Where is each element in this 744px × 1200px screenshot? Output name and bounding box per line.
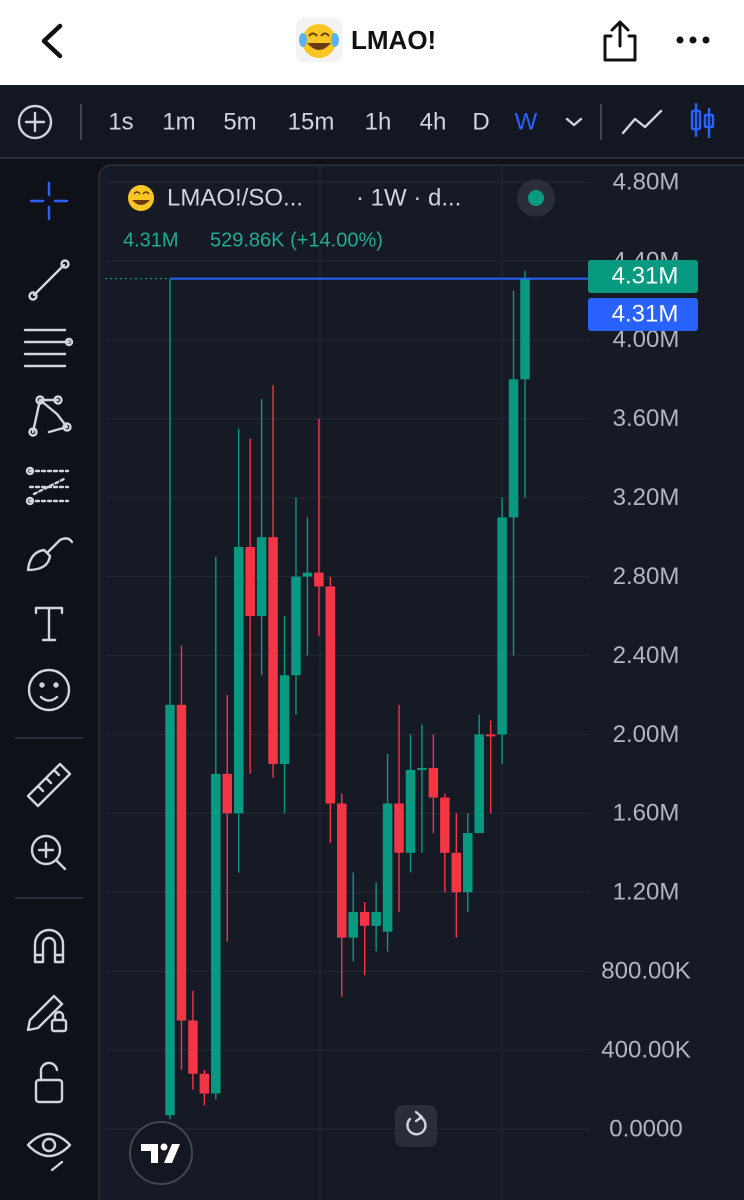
interval-button[interactable]: 1h [365,108,392,135]
fib-tool[interactable] [23,328,74,368]
interval-button[interactable]: D [472,108,489,135]
candle-body [394,803,404,853]
candle-body [233,546,244,814]
magnet-tool[interactable] [33,928,65,964]
legend-interval: · 1W · d... [356,184,461,211]
candle-body [211,773,221,1094]
y-tick-label: 0.0000 [609,1115,682,1142]
page-title: LMAO! [351,25,436,55]
interval-button[interactable]: 5m [223,108,256,135]
candle-style-button[interactable] [690,103,715,138]
y-tick-label: 2.00M [613,721,680,748]
interval-button[interactable]: 4h [420,108,447,135]
candle-body [176,704,187,1021]
text-tool[interactable] [34,606,64,642]
y-tick-label: 3.60M [613,405,680,432]
candle-body [428,767,439,798]
candle-body [291,576,301,676]
lock-drawings-tool[interactable] [26,994,68,1033]
candle-body [245,546,255,617]
candle-body [337,803,347,938]
y-tick-label: 400.00K [601,1036,690,1063]
y-tick-label: 800.00K [601,958,690,985]
interval-dropdown[interactable] [565,117,583,127]
interval-button[interactable]: W [515,108,538,135]
candle-body [188,1020,198,1074]
drawing-toolbar [15,181,83,1172]
candle-body [268,537,278,765]
candle-body [348,911,358,938]
share-button[interactable] [603,20,637,62]
market-status-dot [528,190,544,206]
candle-body [474,734,484,834]
trend-line-tool[interactable] [28,259,70,301]
interval-list: 1s 1m 5m 15m 1h 4h D W [108,108,537,135]
interval-button[interactable]: 1m [162,108,195,135]
candle-body [462,833,473,893]
y-tick-label: 1.20M [613,879,680,906]
crosshair-tool[interactable] [29,181,69,221]
candle-body [325,586,336,804]
reset-button[interactable] [395,1105,437,1147]
legend: LMAO!/SO... · 1W · d... 4.31M 529.86K (+… [123,179,555,251]
candle-body [302,572,313,577]
candle-body [440,797,450,853]
interval-toolbar [0,85,744,158]
candle-body [359,911,370,926]
add-symbol-button[interactable] [17,104,53,140]
forecast-tool[interactable] [25,466,70,506]
interval-button[interactable]: 15m [288,108,335,135]
interval-button[interactable]: 1s [108,108,133,135]
candle-body [199,1073,210,1094]
y-tick-label: 3.20M [613,484,680,511]
candle-body [382,803,393,932]
pattern-tool[interactable] [28,395,72,437]
price-label: 4.31M [612,300,679,327]
candle-body [417,767,427,770]
candle-body [256,537,267,617]
candle-body [371,911,381,926]
chart-panel [98,164,744,1200]
plot-area: 0.0000 400.00K 800.00K 1.20M 1.60M 2.00M 2.40M… [105,168,691,1142]
y-tick-label: 4.80M [613,168,680,195]
candle-body [485,734,496,737]
candle-body [405,769,416,853]
back-button[interactable] [41,23,63,59]
candle-body [314,572,324,587]
measure-tool[interactable] [26,762,72,808]
line-style-button[interactable] [621,109,663,135]
tradingview-logo[interactable] [129,1121,193,1185]
legend-symbol: LMAO!/SO... [167,184,303,211]
candle-body [520,278,530,380]
y-tick-label: 2.40M [613,642,680,669]
y-tick-label: 1.60M [613,800,680,827]
price-label: 4.31M [612,262,679,289]
brush-tool[interactable] [26,537,74,572]
candle-body [165,704,175,1116]
price-label-box [588,298,698,331]
y-tick-label: 2.80M [613,563,680,590]
candle-body [508,379,519,518]
candle-body [497,517,507,735]
legend-price: 4.31M [123,229,179,251]
title-emoji [296,18,342,62]
candle-body [451,852,462,893]
price-label-box [588,260,698,293]
emoji-tool[interactable] [27,668,71,712]
legend-change: 529.86K (+14.00%) [210,229,383,251]
zoom-tool[interactable] [30,834,67,871]
lock-tool[interactable] [34,1061,64,1104]
visibility-tool[interactable] [26,1132,72,1172]
candle-body [279,675,290,765]
more-button[interactable] [676,36,710,44]
symbol-emoji [128,185,154,211]
candle-body [222,773,233,814]
